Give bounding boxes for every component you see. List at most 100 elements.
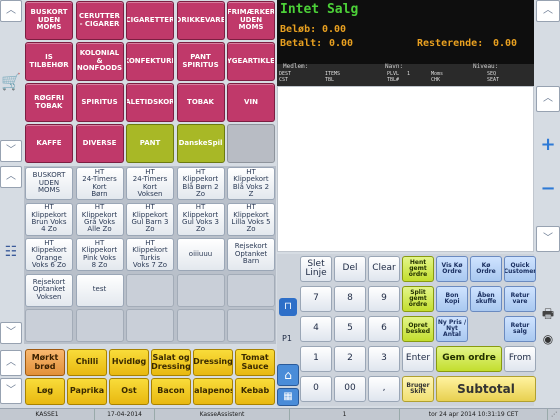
category-button[interactable]: PANT SPIRITUS: [176, 42, 225, 81]
product-button[interactable]: [176, 273, 225, 307]
receipt-list[interactable]: [277, 86, 534, 252]
condiment-button[interactable]: Paprika: [67, 378, 107, 405]
condiment-button[interactable]: Ost: [109, 378, 149, 405]
product-button[interactable]: HT Klippekort Orange Voks 6 Zo: [25, 238, 73, 271]
decrease-qty-button[interactable]: −: [540, 180, 556, 198]
product-button[interactable]: HT 24-Timers Kort Voksen: [126, 167, 174, 200]
category-button[interactable]: RØGFRI TOBAK: [25, 83, 73, 122]
quick-customer-button[interactable]: Quick Customer: [504, 256, 536, 282]
clear-button[interactable]: Clear: [368, 256, 400, 282]
condiment-button[interactable]: Bacon: [151, 378, 191, 405]
product-button[interactable]: HT Klippekort Blå Børn 2 Zo: [176, 167, 225, 200]
comma-button[interactable]: ,: [368, 376, 400, 402]
switch-user-button[interactable]: Bruger Skift: [402, 376, 434, 402]
condiment-button[interactable]: Løg: [25, 378, 65, 405]
product-button[interactable]: HT 24-Timers Kort Børn: [75, 167, 124, 200]
condiment-button[interactable]: Mørkt brød: [25, 349, 65, 376]
product-button[interactable]: [25, 309, 73, 342]
digit-nine-button[interactable]: 9: [368, 286, 400, 312]
category-button[interactable]: TALETIDSKORT: [126, 83, 174, 122]
product-button[interactable]: HT Klippekort Gul Barn 3 Zo: [126, 202, 174, 236]
product-scroll-down-button[interactable]: ﹀: [0, 322, 22, 344]
lock-icon[interactable]: ◉: [542, 331, 554, 346]
product-button[interactable]: HT Klippekort Brun Voks 4 Zo: [25, 202, 73, 236]
return-sale-button[interactable]: Retur salg: [504, 316, 536, 342]
printer-icon[interactable]: 🖶: [541, 307, 555, 323]
increase-qty-button[interactable]: +: [540, 136, 556, 154]
product-button[interactable]: HT Klippekort Blå Voks 2 Z: [227, 167, 275, 200]
product-button[interactable]: oiiiuuu: [176, 238, 225, 271]
product-button[interactable]: test: [75, 273, 124, 307]
home-button[interactable]: ⌂: [277, 364, 299, 386]
product-button[interactable]: HT Klippekort Lilla Voks 5 Zo: [227, 202, 275, 236]
category-button[interactable]: [227, 124, 275, 163]
category-button[interactable]: CIGARETTER: [126, 1, 174, 40]
display-scroll-up-button[interactable]: ︿: [536, 0, 560, 22]
basket-icon[interactable]: 🛒: [1, 71, 21, 91]
return-item-button[interactable]: Retur vare: [504, 286, 536, 312]
condiment-button[interactable]: Jalapenos: [193, 378, 233, 405]
category-button[interactable]: RYGEARTIKLER: [227, 42, 275, 81]
subtotal-button[interactable]: Subtotal: [436, 376, 536, 402]
digit-seven-button[interactable]: 7: [300, 286, 332, 312]
condiment-button[interactable]: Hvidløg: [109, 349, 149, 376]
product-button[interactable]: [227, 273, 275, 307]
product-button[interactable]: [75, 309, 124, 342]
from-button[interactable]: From: [504, 346, 536, 372]
category-button[interactable]: DanskeSpil: [176, 124, 225, 163]
digit-one-button[interactable]: 1: [300, 346, 332, 372]
double-zero-button[interactable]: 00: [334, 376, 366, 402]
fetch-saved-order-button[interactable]: Hent gemt ordre: [402, 256, 434, 282]
product-button[interactable]: HT Klippekort Grå Voks Alle Zo: [75, 202, 124, 236]
tables-button[interactable]: ▦: [277, 388, 299, 406]
view-queue-button[interactable]: Vis Kø Ordre: [436, 256, 468, 282]
product-list-icon[interactable]: ☷: [4, 243, 18, 260]
digit-zero-button[interactable]: 0: [300, 376, 332, 402]
enter-button[interactable]: Enter: [402, 346, 434, 372]
condiment-scroll-up-button[interactable]: ︿: [0, 350, 22, 376]
category-button[interactable]: KOLONIAL & NONFOODS: [75, 42, 124, 81]
product-button[interactable]: [126, 273, 174, 307]
open-drawer-button[interactable]: Åben skuffe: [470, 286, 502, 312]
category-button[interactable]: FRIMÆRKER UDEN MOMS: [227, 1, 275, 40]
digit-eight-button[interactable]: 8: [334, 286, 366, 312]
category-button[interactable]: KAFFE: [25, 124, 73, 163]
condiment-button[interactable]: Chilli: [67, 349, 107, 376]
category-button[interactable]: CERUTTER - CIGARER: [75, 1, 124, 40]
product-button[interactable]: HT Klippekort Gul Voks 3 Zo: [176, 202, 225, 236]
product-button[interactable]: Rejsekort Optanket Barn: [227, 238, 275, 271]
condiment-button[interactable]: Kebab: [235, 378, 275, 405]
category-button[interactable]: DRIKKEVARE: [176, 1, 225, 40]
product-button[interactable]: HT Klippekort Pink Voks 8 Zo: [75, 238, 124, 271]
category-button[interactable]: SPIRITUS: [75, 83, 124, 122]
category-button[interactable]: VIN: [227, 83, 275, 122]
delete-line-button[interactable]: Slet Linje: [300, 256, 332, 282]
condiment-button[interactable]: Salat og Dressing: [151, 349, 191, 376]
product-button[interactable]: HT Klippekort Turkis Voks 7 Zo: [126, 238, 174, 271]
receipt-copy-button[interactable]: Bon Kopi: [436, 286, 468, 312]
condiment-button[interactable]: Tomat Sauce: [235, 349, 275, 376]
product-button[interactable]: [126, 309, 174, 342]
product-button[interactable]: Rejsekort Optanket Voksen: [25, 273, 73, 307]
receipt-scroll-up-button[interactable]: ︿: [536, 86, 560, 112]
digit-three-button[interactable]: 3: [368, 346, 400, 372]
delete-button[interactable]: Del: [334, 256, 366, 282]
digit-two-button[interactable]: 2: [334, 346, 366, 372]
category-button[interactable]: IS TILBEHØR: [25, 42, 73, 81]
category-button[interactable]: KONFEKTURE: [126, 42, 174, 81]
split-saved-order-button[interactable]: Split gemt ordre: [402, 286, 434, 312]
category-scroll-down-button[interactable]: ﹀: [0, 140, 22, 162]
new-price-button[interactable]: Ny Pris / Nyt Antal: [436, 316, 468, 342]
product-button[interactable]: [176, 309, 225, 342]
category-scroll-up-button[interactable]: ︿: [0, 0, 22, 22]
table-icon[interactable]: ⊓: [279, 298, 297, 316]
queue-order-button[interactable]: Kø Ordre: [470, 256, 502, 282]
product-button[interactable]: [227, 309, 275, 342]
create-message-button[interactable]: Opret besked: [402, 316, 434, 342]
digit-four-button[interactable]: 4: [300, 316, 332, 342]
condiment-scroll-down-button[interactable]: ﹀: [0, 378, 22, 404]
category-button[interactable]: TOBAK: [176, 83, 225, 122]
product-scroll-up-button[interactable]: ︿: [0, 166, 22, 188]
category-button[interactable]: PANT: [126, 124, 174, 163]
digit-five-button[interactable]: 5: [334, 316, 366, 342]
